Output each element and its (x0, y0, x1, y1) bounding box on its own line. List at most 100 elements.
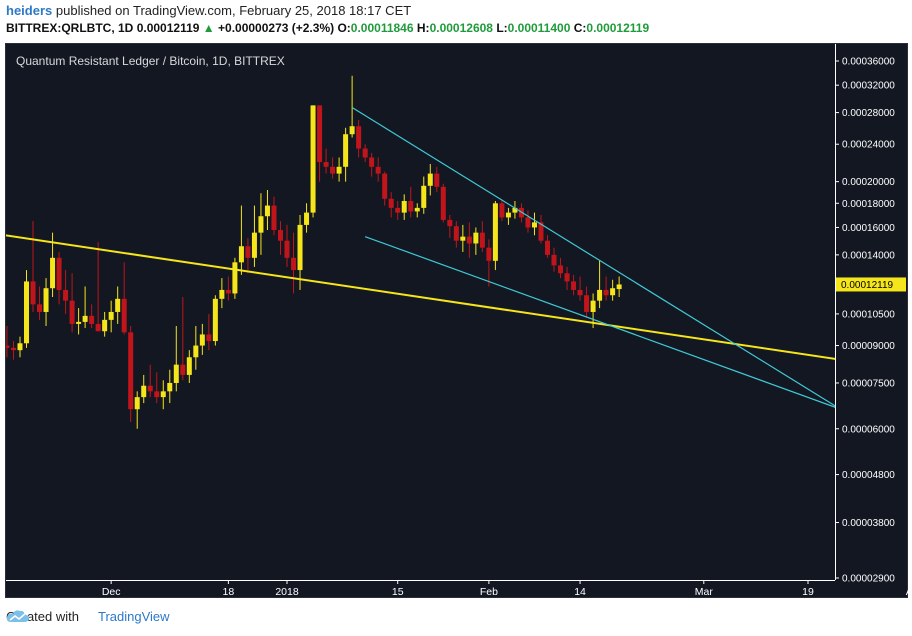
candle-up (460, 236, 466, 241)
candle-down (330, 166, 336, 174)
candle-down (382, 173, 388, 199)
candle-down (271, 205, 277, 231)
candle-down (317, 105, 323, 163)
candle-up (310, 105, 316, 213)
trendline-wedge-lower (364, 236, 835, 408)
y-tick-label: 0.00036000 (842, 57, 895, 68)
candle-down (128, 332, 134, 410)
y-tick-label: 0.00024000 (842, 140, 895, 151)
candle-up (43, 288, 49, 312)
candle-down (245, 246, 251, 258)
candle-up (251, 232, 257, 258)
y-tick-label: 0.00007500 (842, 378, 895, 389)
candle-up (167, 382, 173, 392)
candle-up (492, 203, 498, 261)
candle-down (571, 281, 577, 290)
candle-down (362, 148, 368, 158)
candle-down (434, 173, 440, 187)
candle-down (356, 126, 362, 149)
candle-down (479, 232, 485, 248)
candle-up (616, 284, 622, 290)
candle-up (160, 391, 166, 398)
candle-up (505, 212, 511, 218)
candle-down (291, 257, 297, 271)
candle-up (173, 364, 179, 383)
x-tick-label: Dec (102, 586, 121, 598)
candle-down (323, 162, 329, 167)
candle-up (238, 246, 244, 263)
candle-up (17, 343, 23, 351)
quote-line: BITTREX:QRLBTC, 1D 0.00012119 ▲ +0.00000… (6, 21, 649, 35)
open-label: O: (337, 21, 351, 35)
tradingview-link[interactable]: TradingView (98, 609, 170, 624)
last-price-tag (836, 277, 906, 292)
candle-down (95, 323, 101, 332)
candle-up (50, 257, 56, 289)
y-tick-label: 0.00020000 (842, 177, 895, 188)
high-value: 0.00012608 (429, 21, 493, 35)
candle-up (597, 289, 603, 301)
candle-down (545, 240, 550, 255)
candle-up (76, 321, 82, 324)
candle-up (134, 397, 140, 410)
y-tick-label: 0.00010500 (842, 309, 895, 320)
candle-down (369, 157, 375, 167)
candle-down (121, 298, 127, 333)
candle-up (297, 224, 303, 271)
symbol-label: BITTREX:QRLBTC, 1D (6, 21, 134, 35)
last-price: 0.00012119 (136, 21, 200, 35)
candle-down (388, 198, 394, 208)
candle-down (225, 289, 231, 294)
candle-down (453, 226, 459, 241)
candle-down (56, 257, 62, 290)
candle-down (6, 345, 10, 348)
y-tick-label: 0.00016000 (842, 223, 895, 234)
candle-down (584, 295, 590, 312)
candle-down (63, 289, 69, 301)
x-tick-label: 2018 (275, 586, 299, 598)
trendline-wedge-upper (351, 107, 835, 407)
y-tick-label: 0.00003800 (842, 518, 895, 529)
candle-up (108, 311, 114, 320)
candle-up (401, 201, 407, 213)
low-label: L: (496, 21, 508, 35)
publish-text: published on TradingView.com, February 2… (55, 3, 412, 18)
candle-down (564, 273, 570, 282)
x-tick-label: 19 (802, 586, 814, 598)
candle-down (577, 289, 583, 296)
last-price-label: 0.00012119 (841, 280, 894, 291)
open-value: 0.00011846 (350, 21, 414, 35)
y-tick-label: 0.00032000 (842, 81, 895, 92)
x-tick-label: Mar (695, 586, 714, 598)
chart-canvas[interactable]: 0.00036000 0.00032000 0.00028000 0.00024000… (6, 44, 909, 599)
candle-up (304, 212, 310, 225)
candle-down (277, 230, 283, 241)
y-tick-label: 0.00014000 (842, 250, 895, 261)
candle-up (186, 357, 192, 375)
candle-down (69, 300, 75, 324)
candle-up (264, 205, 270, 217)
candle-down (37, 304, 43, 312)
candle-down (486, 247, 492, 261)
candle-up (141, 385, 147, 398)
candle-up (115, 298, 121, 312)
candle-down (408, 201, 414, 212)
candle-down (180, 364, 186, 375)
x-tick-label: 18 (223, 586, 235, 598)
low-value: 0.00011400 (507, 21, 571, 35)
candle-up (610, 288, 616, 296)
x-tick-label: 14 (574, 586, 586, 598)
y-tick-label: 0.00002900 (842, 574, 895, 585)
author-link[interactable]: heiders (6, 3, 53, 18)
candle-up (349, 126, 355, 135)
candle-up (232, 262, 238, 294)
price-change: +0.00000273 (+2.3%) (218, 21, 335, 35)
y-tick-label: 0.00009000 (842, 341, 895, 352)
candle-up (24, 281, 29, 344)
candle-down (206, 334, 212, 342)
candle-up (473, 232, 479, 244)
candle-down (395, 207, 401, 213)
chart-panel[interactable]: 0.00036000 0.00032000 0.00028000 0.00024000… (5, 43, 909, 599)
candle-down (30, 281, 36, 305)
y-tick-label: 0.00018000 (842, 199, 895, 210)
